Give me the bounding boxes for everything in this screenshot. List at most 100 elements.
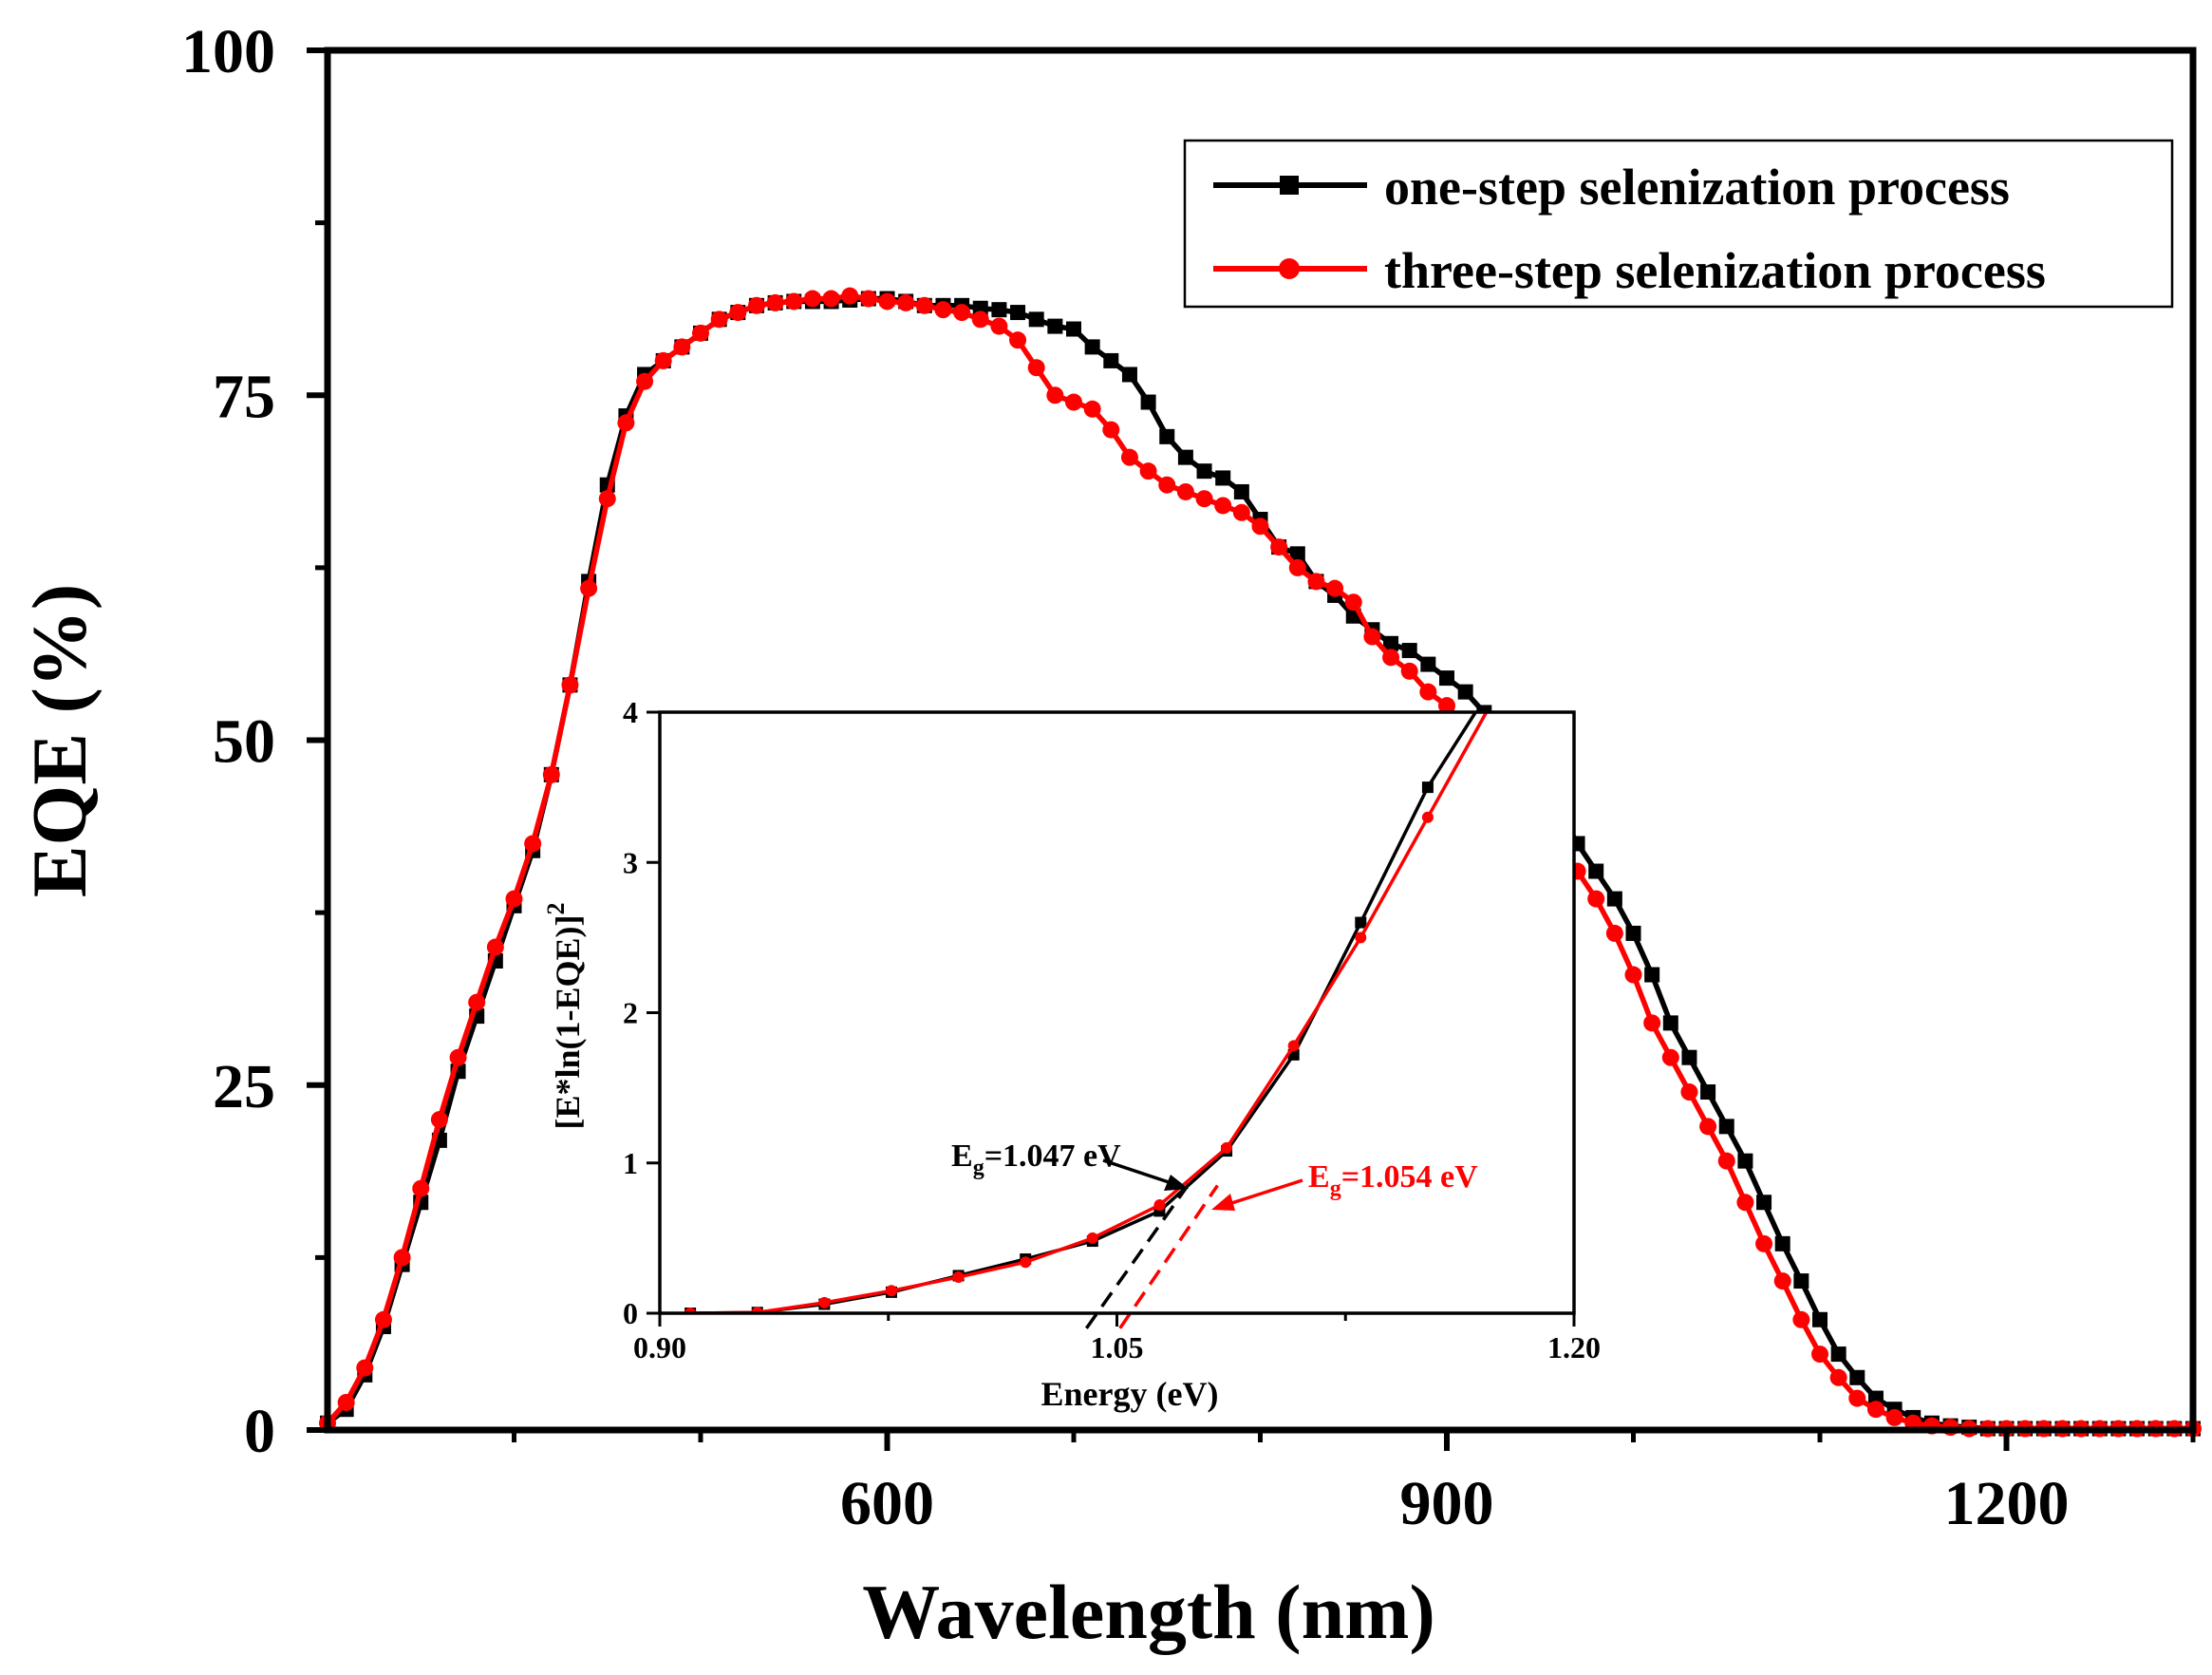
data-point [1121,367,1137,383]
y-tick-label: 100 [181,17,275,86]
inset-y-axis-label: [E*ln(1-EQE)]2 [542,902,587,1129]
legend-label-one-step: one-step selenization process [1384,159,2010,216]
inset-series-three-step [684,712,1489,1313]
data-point [1699,1118,1717,1136]
data-point [1756,1195,1772,1211]
annotation-eg-red: Eg=1.054 eV [1308,1159,1478,1201]
data-point [1718,1119,1734,1135]
data-point [1065,393,1082,411]
data-point [1084,339,1100,355]
data-point [1383,635,1399,651]
x-tick-label: 600 [840,1469,934,1538]
data-point [561,676,579,694]
inset-data-point [1221,1141,1233,1154]
legend-box [1183,139,2174,309]
data-point [1120,448,1138,466]
data-point [1288,558,1306,576]
data-point [1251,518,1269,536]
data-point [1046,386,1064,405]
data-point [1773,1272,1791,1290]
data-point [393,1249,411,1267]
inset-data-point [1020,1256,1032,1269]
data-point [1774,1235,1790,1252]
data-point [1214,497,1232,515]
data-point [859,290,877,308]
data-point [1680,1083,1698,1101]
annotation-eg-black: Eg=1.047 eV [951,1139,1121,1180]
data-point [468,993,486,1011]
annotation-eg-black-main: E [951,1139,973,1174]
data-point [1849,1369,1865,1385]
fit-line-three-step [1118,1184,1219,1329]
data-point [934,301,952,319]
legend-label-three-step: three-step selenization process [1384,242,2046,299]
data-point [1177,449,1193,465]
data-point [1662,1015,1678,1031]
data-point [1643,1014,1661,1032]
data-point [1625,925,1641,941]
data-point [822,290,840,308]
main-ticks-layer: 600 900 1200 0 25 50 75 100 [181,17,2196,1538]
data-point [1439,670,1454,687]
data-point [1027,359,1045,377]
data-point [1176,482,1194,500]
data-point [617,414,635,432]
data-point [356,1359,374,1377]
data-point [1588,863,1604,879]
data-point [1363,628,1381,646]
data-point [841,287,859,305]
inset-data-point [1421,781,1434,794]
inset-data-point [1287,1040,1300,1052]
data-point [673,338,691,356]
x-axis-label: Wavelength (nm) [862,1569,1435,1655]
data-point [803,290,821,308]
data-point [710,311,728,329]
data-point [1140,394,1156,410]
inset-plot: 0.90 1.05 1.20 0 1 2 3 4 Energy (eV) [E*ln(1-EQ… [542,695,1601,1413]
inset-data-point [1086,1232,1098,1244]
inset-data-point [952,1271,965,1284]
data-point [1289,546,1305,562]
inset-data-point [885,1285,897,1297]
legend-marker-three-step [1279,258,1300,279]
data-point [636,372,654,390]
data-point [1158,476,1176,494]
y-axis-label: EQE (%) [16,584,103,897]
legend-marker-one-step [1280,176,1299,195]
data-point [1755,1234,1773,1252]
data-point [412,1179,430,1197]
annotation-eg-red-sub: g [1330,1176,1341,1201]
data-point [1232,503,1250,521]
legend: one-step selenization process three-step… [1183,139,2174,309]
data-point [580,579,598,597]
data-point [1233,483,1249,499]
data-point [1307,573,1325,591]
data-point [766,293,784,311]
data-point [1009,331,1027,349]
data-point [1083,400,1101,418]
data-point [1438,697,1455,715]
data-point [337,1393,355,1411]
data-point [1717,1152,1735,1170]
data-point [1195,490,1213,508]
data-point [1457,684,1473,700]
data-point [1829,1368,1847,1386]
inset-ticks-layer: 0.90 1.05 1.20 0 1 2 3 4 [623,695,1601,1364]
inset-x-tick-label: 1.20 [1547,1330,1601,1364]
y-tick-label: 25 [213,1052,275,1121]
inset-y-axis-label-exponent: 2 [542,902,570,914]
data-point [990,317,1008,335]
data-point [1606,891,1622,907]
data-point [915,296,933,314]
y-tick-label: 0 [244,1397,275,1466]
x-tick-label: 900 [1400,1469,1494,1538]
data-point [878,292,896,311]
data-point [449,1048,467,1066]
inset-data-point [1421,811,1434,823]
data-point [1792,1310,1810,1328]
annotation-eg-red-main: E [1308,1159,1330,1195]
data-point [897,293,915,311]
data-point [1681,1049,1697,1065]
annotation-arrow-black [1102,1158,1189,1191]
